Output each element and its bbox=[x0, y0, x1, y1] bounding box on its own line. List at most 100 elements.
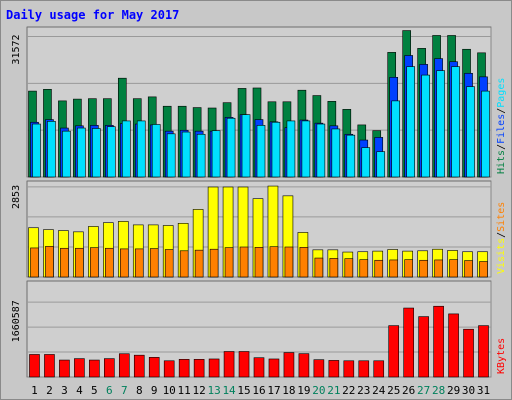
max-value-label: 2853 bbox=[11, 185, 22, 209]
bar-sites-day-31 bbox=[479, 261, 488, 278]
bar-sites-day-23 bbox=[359, 259, 369, 278]
day-label-30: 30 bbox=[462, 384, 475, 397]
bar-kbytes-day-19 bbox=[298, 353, 310, 378]
bar-kbytes-day-18 bbox=[283, 352, 295, 378]
bar-pages-day-22 bbox=[346, 134, 356, 178]
bar-pages-day-14 bbox=[226, 117, 236, 178]
bar-pages-day-9 bbox=[151, 124, 161, 178]
bar-kbytes-day-4 bbox=[74, 358, 85, 378]
legend-separator: / bbox=[496, 232, 507, 238]
day-label-8: 8 bbox=[136, 384, 143, 397]
bar-pages-day-20 bbox=[316, 123, 326, 178]
bar-kbytes-day-10 bbox=[163, 360, 175, 378]
bar-pages-day-30 bbox=[466, 86, 475, 178]
bar-sites-day-25 bbox=[389, 259, 399, 278]
day-label-7: 7 bbox=[121, 384, 128, 397]
day-label-2: 2 bbox=[46, 384, 53, 397]
day-label-9: 9 bbox=[151, 384, 158, 397]
day-label-12: 12 bbox=[193, 384, 206, 397]
bar-kbytes-day-24 bbox=[373, 360, 385, 378]
side-legend-visits-sites: Visits/Sites bbox=[496, 202, 507, 274]
bar-kbytes-day-8 bbox=[133, 354, 145, 378]
bar-sites-day-7 bbox=[119, 248, 129, 278]
bar-sites-day-21 bbox=[329, 258, 339, 278]
day-label-5: 5 bbox=[91, 384, 98, 397]
bar-kbytes-day-27 bbox=[418, 316, 429, 378]
bar-pages-day-31 bbox=[481, 90, 490, 178]
side-legend-text: Hits/Files/Pages bbox=[496, 78, 507, 174]
bar-kbytes-day-21 bbox=[328, 360, 340, 378]
day-label-17: 17 bbox=[267, 384, 280, 397]
bar-kbytes-day-12 bbox=[193, 359, 205, 378]
bar-sites-day-8 bbox=[134, 248, 144, 278]
legend-hits: Hits bbox=[496, 150, 507, 174]
bar-sites-day-9 bbox=[149, 248, 159, 278]
bar-pages-day-25 bbox=[391, 100, 401, 178]
bar-kbytes-day-28 bbox=[433, 305, 444, 378]
side-legend-hits-files-pages: Hits/Files/Pages bbox=[496, 78, 507, 174]
bar-kbytes-day-11 bbox=[178, 359, 190, 378]
bar-kbytes-day-29 bbox=[448, 313, 459, 378]
day-label-22: 22 bbox=[342, 384, 355, 397]
bar-kbytes-day-23 bbox=[358, 360, 370, 378]
bar-pages-day-26 bbox=[406, 66, 415, 178]
bar-sites-day-19 bbox=[299, 247, 309, 278]
legend-pages: Pages bbox=[496, 78, 507, 108]
bar-sites-day-30 bbox=[464, 260, 473, 278]
bar-sites-day-24 bbox=[374, 259, 384, 278]
legend-visits: Visits bbox=[496, 238, 507, 274]
bar-kbytes-day-22 bbox=[343, 360, 355, 378]
bar-sites-day-20 bbox=[314, 257, 324, 278]
bar-kbytes-day-31 bbox=[478, 325, 489, 378]
bar-pages-day-3 bbox=[62, 130, 71, 178]
panel-hits-files-pages: 31572 Hits/Files/Pages bbox=[11, 26, 507, 178]
bar-pages-day-11 bbox=[181, 131, 191, 178]
bar-sites-day-16 bbox=[254, 247, 264, 278]
day-label-21: 21 bbox=[327, 384, 340, 397]
legend-separator: / bbox=[496, 108, 507, 114]
bar-kbytes-day-14 bbox=[223, 351, 235, 378]
day-label-3: 3 bbox=[61, 384, 68, 397]
panels-layer: 31572 Hits/Files/Pages 2853 Visits/Sites 166… bbox=[11, 26, 507, 378]
bar-sites-day-3 bbox=[60, 247, 69, 278]
day-label-24: 24 bbox=[372, 384, 386, 397]
side-legend-text: KBytes bbox=[496, 338, 507, 374]
bar-pages-day-16 bbox=[256, 125, 266, 178]
day-label-1: 1 bbox=[31, 384, 38, 397]
bar-sites-day-1 bbox=[30, 247, 39, 278]
day-label-25: 25 bbox=[387, 384, 400, 397]
day-label-4: 4 bbox=[76, 384, 83, 397]
day-label-19: 19 bbox=[297, 384, 310, 397]
max-value-label: 1660587 bbox=[11, 300, 22, 342]
bar-sites-day-2 bbox=[45, 246, 54, 278]
panel-kbytes: 1660587 KBytes bbox=[11, 280, 507, 378]
bar-pages-day-5 bbox=[92, 128, 101, 178]
bar-sites-day-29 bbox=[449, 259, 458, 278]
bar-sites-day-5 bbox=[90, 247, 99, 278]
bar-sites-day-17 bbox=[269, 246, 279, 278]
legend-separator: / bbox=[496, 144, 507, 150]
bar-pages-day-29 bbox=[451, 66, 460, 178]
bar-pages-day-7 bbox=[121, 120, 131, 178]
bar-pages-day-18 bbox=[286, 120, 296, 178]
bar-pages-day-15 bbox=[241, 114, 251, 178]
bar-kbytes-day-16 bbox=[253, 357, 265, 378]
day-label-23: 23 bbox=[357, 384, 370, 397]
bar-pages-day-24 bbox=[376, 151, 386, 178]
bar-kbytes-day-25 bbox=[388, 325, 400, 378]
bar-pages-day-27 bbox=[421, 74, 430, 178]
bar-kbytes-day-7 bbox=[118, 353, 130, 378]
bar-sites-day-28 bbox=[434, 259, 443, 278]
legend-kbytes: KBytes bbox=[496, 338, 507, 374]
day-label-31: 31 bbox=[477, 384, 490, 397]
bar-sites-day-22 bbox=[344, 258, 354, 278]
max-value-label: 31572 bbox=[11, 34, 22, 64]
bar-sites-day-11 bbox=[179, 250, 189, 278]
bar-kbytes-day-15 bbox=[238, 351, 250, 378]
day-axis: 1 2 3 4 5 6 7 8 9 10 11 12 13 14 15 16 17 18 19 20 21 22 23 24 2… bbox=[31, 384, 490, 397]
chart-title: Daily usage for May 2017 bbox=[6, 8, 179, 22]
bar-pages-day-2 bbox=[47, 121, 56, 178]
bar-kbytes-day-20 bbox=[313, 359, 325, 378]
